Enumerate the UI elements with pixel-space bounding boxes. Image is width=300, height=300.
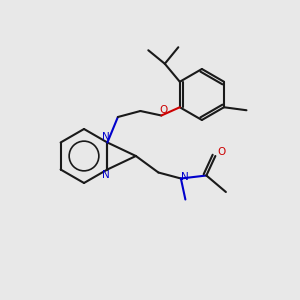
Text: O: O [217,147,226,158]
Text: O: O [160,105,168,115]
Text: N: N [181,172,188,182]
Text: N: N [102,132,110,142]
Text: N: N [102,170,110,180]
